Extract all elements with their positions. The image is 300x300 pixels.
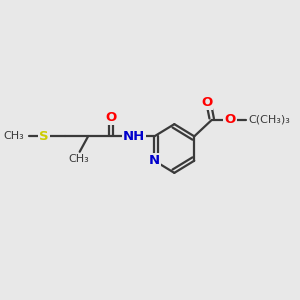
Text: N: N (149, 154, 160, 167)
Text: O: O (224, 113, 236, 127)
Text: NH: NH (123, 130, 145, 143)
Text: CH₃: CH₃ (68, 154, 88, 164)
Text: O: O (201, 96, 212, 109)
Text: C(CH₃)₃: C(CH₃)₃ (249, 115, 291, 125)
Text: O: O (106, 110, 117, 124)
Text: CH₃: CH₃ (3, 131, 24, 141)
Text: S: S (39, 130, 49, 143)
